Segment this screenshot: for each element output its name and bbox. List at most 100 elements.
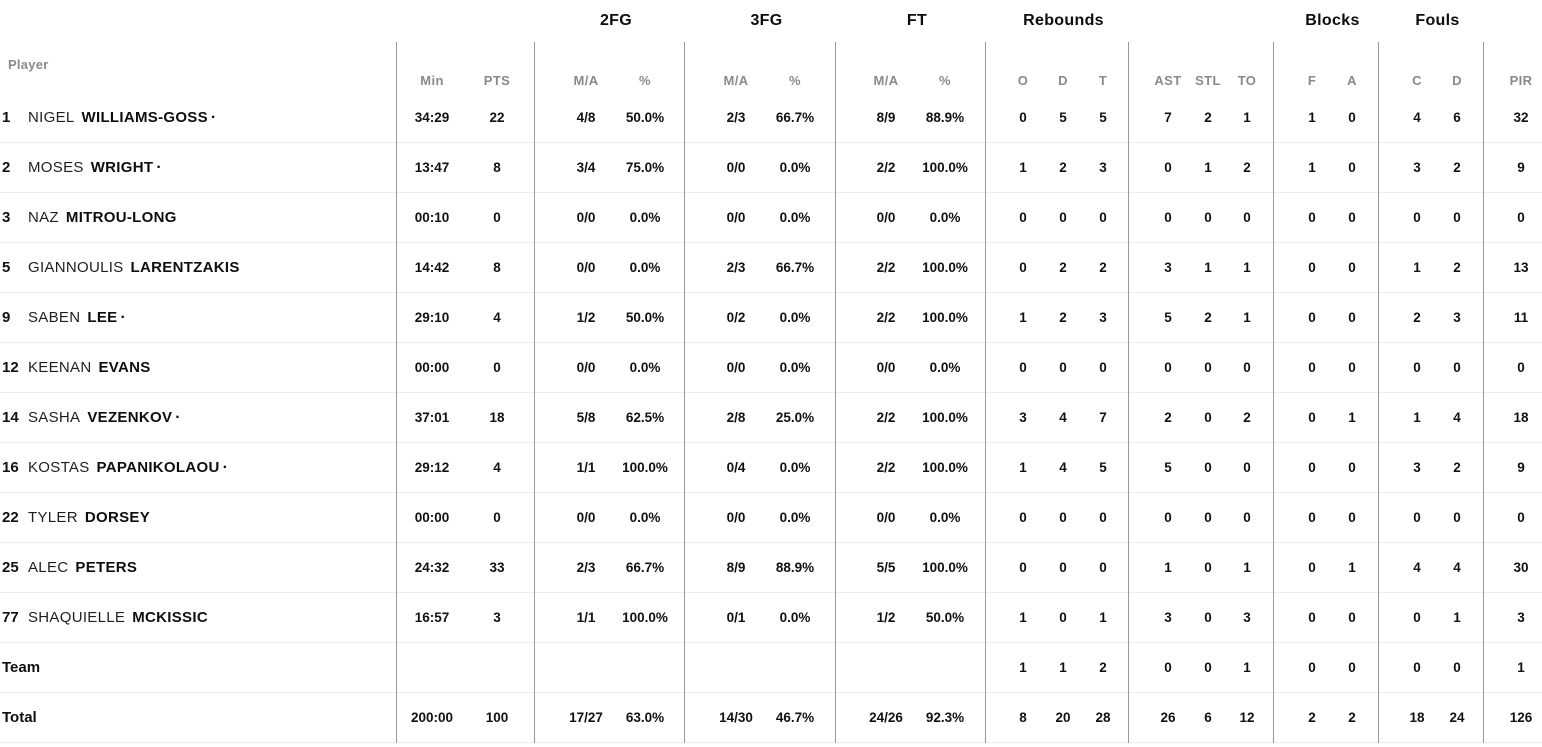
player-first-name: NAZ (28, 209, 59, 226)
stat-reb-t: 0 (1083, 343, 1129, 393)
stat-foul-c: 0 (1379, 343, 1437, 393)
stat-2fg-ma (535, 643, 610, 693)
stat-reb-t: 5 (1083, 93, 1129, 143)
stat-blk-a: 0 (1332, 493, 1379, 543)
stat-2fg-pct: 62.5% (610, 393, 685, 443)
stat-foul-c: 1 (1379, 243, 1437, 293)
col-header-reb-o: O (1017, 73, 1029, 88)
stat-stl: 0 (1188, 393, 1228, 443)
stat-2fg-ma: 4/8 (535, 93, 610, 143)
stat-foul-d: 24 (1437, 693, 1484, 743)
stat-reb-d: 5 (1043, 93, 1083, 143)
stat-blk-a: 2 (1332, 693, 1379, 743)
stat-pir: 0 (1484, 193, 1542, 243)
stat-blk-f: 0 (1274, 393, 1332, 443)
summary-row-label-cell: Team (0, 643, 397, 693)
starter-dot-icon: · (222, 458, 228, 476)
stat-stl: 0 (1188, 443, 1228, 493)
stat-reb-o: 0 (986, 243, 1043, 293)
stat-3fg-ma: 2/8 (685, 393, 760, 443)
stat-pir: 30 (1484, 543, 1542, 593)
stat-2fg-ma: 0/0 (535, 493, 610, 543)
stat-min: 00:00 (397, 343, 465, 393)
stat-reb-d: 2 (1043, 243, 1083, 293)
stat-ft-ma: 24/26 (836, 693, 910, 743)
stat-reb-d: 0 (1043, 593, 1083, 643)
stat-to: 0 (1228, 443, 1274, 493)
stat-pts: 22 (465, 93, 535, 143)
stat-ast: 26 (1129, 693, 1188, 743)
stat-pir: 1 (1484, 643, 1542, 693)
stat-3fg-pct (760, 643, 836, 693)
player-name-cell[interactable]: 12 KEENAN EVANS (0, 343, 397, 393)
player-name-cell[interactable]: 1 NIGEL WILLIAMS-GOSS · (0, 93, 397, 143)
player-name-cell[interactable]: 77 SHAQUIELLE MCKISSIC (0, 593, 397, 643)
stat-3fg-pct: 0.0% (760, 143, 836, 193)
stat-blk-f: 0 (1274, 543, 1332, 593)
stat-reb-o: 0 (986, 493, 1043, 543)
stat-reb-o: 0 (986, 193, 1043, 243)
stat-reb-t: 28 (1083, 693, 1129, 743)
stat-2fg-ma: 17/27 (535, 693, 610, 743)
stat-ast: 3 (1129, 593, 1188, 643)
stat-ft-ma: 2/2 (836, 143, 910, 193)
stat-3fg-ma: 2/3 (685, 243, 760, 293)
stat-pts: 18 (465, 393, 535, 443)
stat-foul-d: 2 (1437, 243, 1484, 293)
col-header-3fg-ma: M/A (723, 73, 749, 88)
player-last-name: PETERS (75, 559, 138, 576)
stat-ast: 1 (1129, 543, 1188, 593)
player-name-cell[interactable]: 16 KOSTAS PAPANIKOLAOU · (0, 443, 397, 493)
player-name-cell[interactable]: 9 SABEN LEE · (0, 293, 397, 343)
stat-ft-pct: 100.0% (910, 393, 986, 443)
player-name-cell[interactable]: 14 SASHA VEZENKOV · (0, 393, 397, 443)
stat-3fg-ma (685, 643, 760, 693)
stat-3fg-pct: 0.0% (760, 493, 836, 543)
stat-reb-t: 2 (1083, 643, 1129, 693)
stat-ft-pct: 88.9% (910, 93, 986, 143)
player-number: 2 (2, 159, 11, 176)
stat-ast: 7 (1129, 93, 1188, 143)
stat-ft-pct: 100.0% (910, 443, 986, 493)
player-last-name: WILLIAMS-GOSS (81, 109, 208, 126)
stat-stl: 0 (1188, 343, 1228, 393)
stat-blk-f: 0 (1274, 593, 1332, 643)
stat-foul-d: 4 (1437, 543, 1484, 593)
stat-stl: 0 (1188, 643, 1228, 693)
stat-to: 1 (1228, 243, 1274, 293)
stat-reb-d: 2 (1043, 293, 1083, 343)
player-name-cell[interactable]: 22 TYLER DORSEY (0, 493, 397, 543)
stat-min: 37:01 (397, 393, 465, 443)
stat-3fg-ma: 0/1 (685, 593, 760, 643)
player-name-cell[interactable]: 2 MOSES WRIGHT · (0, 143, 397, 193)
stat-2fg-pct: 100.0% (610, 443, 685, 493)
player-name-cell[interactable]: 25 ALEC PETERS (0, 543, 397, 593)
player-last-name: VEZENKOV (87, 409, 173, 426)
stat-ft-pct: 0.0% (910, 493, 986, 543)
stat-foul-c: 3 (1379, 143, 1437, 193)
stat-min: 29:10 (397, 293, 465, 343)
player-last-name: LEE (87, 309, 118, 326)
stat-min: 16:57 (397, 593, 465, 643)
stat-reb-o: 3 (986, 393, 1043, 443)
stat-2fg-pct: 50.0% (610, 293, 685, 343)
stat-pts: 4 (465, 443, 535, 493)
player-first-name: TYLER (28, 509, 78, 526)
stat-3fg-pct: 0.0% (760, 193, 836, 243)
player-name-cell[interactable]: 3 NAZ MITROU-LONG (0, 193, 397, 243)
stat-2fg-pct: 63.0% (610, 693, 685, 743)
stat-stl: 0 (1188, 493, 1228, 543)
stat-foul-c: 0 (1379, 643, 1437, 693)
stat-pir: 11 (1484, 293, 1542, 343)
stat-3fg-ma: 0/2 (685, 293, 760, 343)
col-header-ft-ma: M/A (873, 73, 899, 88)
stat-reb-o: 1 (986, 143, 1043, 193)
player-name-cell[interactable]: 5 GIANNOULIS LARENTZAKIS (0, 243, 397, 293)
stat-reb-d: 1 (1043, 643, 1083, 693)
stat-reb-d: 0 (1043, 543, 1083, 593)
stat-foul-d: 2 (1437, 443, 1484, 493)
stat-reb-o: 8 (986, 693, 1043, 743)
stat-ft-ma: 2/2 (836, 243, 910, 293)
stat-min: 200:00 (397, 693, 465, 743)
